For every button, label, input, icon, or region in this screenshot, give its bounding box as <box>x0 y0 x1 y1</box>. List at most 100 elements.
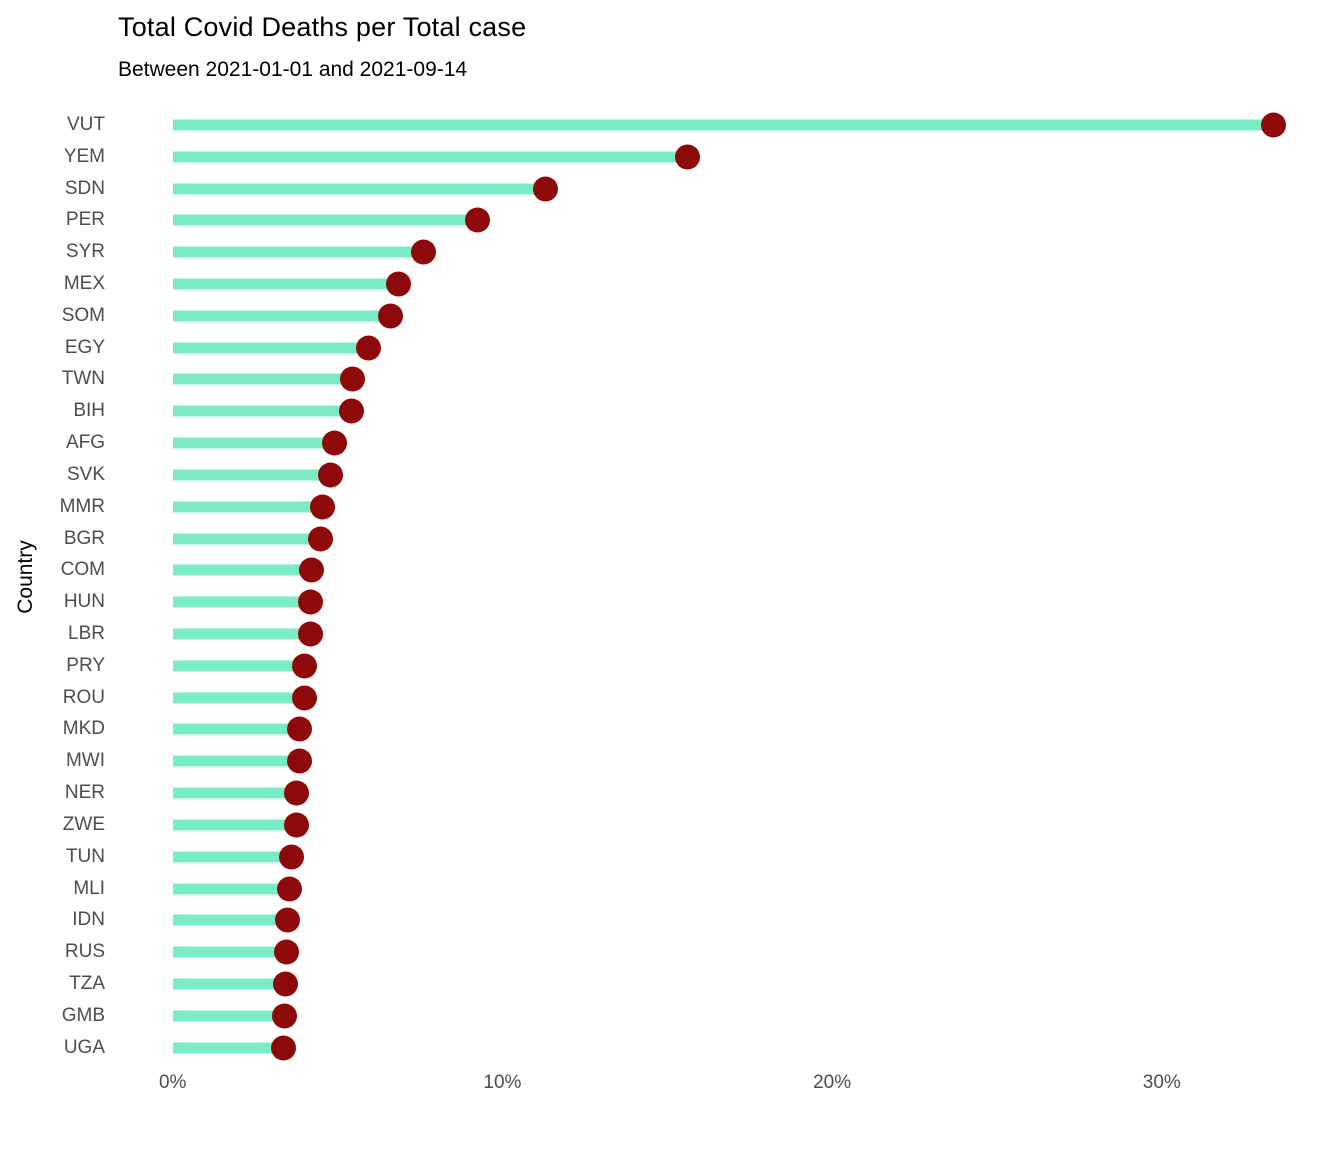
country-label: VUT <box>67 113 105 135</box>
dot <box>292 653 318 679</box>
country-label: PER <box>65 209 105 231</box>
chart-row: ZWE <box>0 809 1344 841</box>
chart-row: HUN <box>0 586 1344 618</box>
chart-row: YEM <box>0 141 1344 173</box>
bar <box>172 246 424 258</box>
chart-row: MMR <box>0 491 1344 523</box>
dot <box>338 398 364 424</box>
bar <box>172 1010 285 1022</box>
country-label: TUN <box>65 845 105 867</box>
bar <box>172 1042 284 1054</box>
chart-row: MWI <box>0 745 1344 777</box>
chart-row: TWN <box>0 364 1344 396</box>
dot <box>1261 112 1287 138</box>
dot <box>271 1003 297 1029</box>
bar <box>172 723 300 735</box>
dot <box>309 494 335 520</box>
x-tick-label: 30% <box>1142 1072 1181 1093</box>
dot <box>283 812 309 838</box>
dot <box>287 716 313 742</box>
plot-area: VUT YEM SDN PER SYR MEX SOM EGY TWN BIH AFG SVK MMR B… <box>0 109 1344 1064</box>
chart-row: SYR <box>0 236 1344 268</box>
x-tick-label: 0% <box>158 1072 187 1093</box>
chart-row: LBR <box>0 618 1344 650</box>
country-label: TZA <box>69 973 105 995</box>
bar <box>172 564 312 576</box>
dot <box>273 939 299 965</box>
dot <box>356 335 382 361</box>
country-label: MMR <box>59 495 105 517</box>
chart-row: PRY <box>0 650 1344 682</box>
country-label: GMB <box>61 1004 105 1026</box>
chart-row: SDN <box>0 173 1344 205</box>
country-label: LBR <box>68 623 105 645</box>
bar <box>172 501 323 513</box>
bar <box>172 183 546 195</box>
dot <box>277 876 303 902</box>
bar <box>172 342 369 354</box>
bar <box>172 819 297 831</box>
country-label: SYR <box>65 241 105 263</box>
bar <box>172 119 1274 131</box>
bar <box>172 278 399 290</box>
bar <box>172 310 391 322</box>
bar <box>172 755 300 767</box>
dot <box>674 144 700 170</box>
dot <box>322 430 348 456</box>
country-label: SDN <box>64 177 105 199</box>
bar <box>172 851 292 863</box>
x-tick-label: 10% <box>483 1072 522 1093</box>
dot <box>291 685 317 711</box>
dot <box>307 526 333 552</box>
chart-row: AFG <box>0 427 1344 459</box>
country-label: ZWE <box>62 813 105 835</box>
chart-row: NER <box>0 777 1344 809</box>
dot <box>465 207 491 233</box>
dot <box>339 366 365 392</box>
chart-row: BGR <box>0 523 1344 555</box>
bar <box>172 596 311 608</box>
chart-row: SOM <box>0 300 1344 332</box>
bar <box>172 660 305 672</box>
bar <box>172 978 286 990</box>
chart-title: Total Covid Deaths per Total case <box>118 12 527 42</box>
chart-row: EGY <box>0 332 1344 364</box>
dot <box>410 239 436 265</box>
country-label: SOM <box>61 304 105 326</box>
chart-row: PER <box>0 204 1344 236</box>
country-label: MWI <box>65 750 105 772</box>
dot <box>287 748 313 774</box>
chart-row: GMB <box>0 1000 1344 1032</box>
chart-row: MKD <box>0 714 1344 746</box>
bar <box>172 692 305 704</box>
country-label: NER <box>64 782 105 804</box>
x-axis: 0% 10% 20% 30% <box>0 1072 1344 1102</box>
bar <box>172 914 288 926</box>
country-label: MLI <box>73 877 105 899</box>
country-label: EGY <box>64 336 105 358</box>
chart-row: RUS <box>0 936 1344 968</box>
dot <box>386 271 412 297</box>
bar <box>172 883 290 895</box>
country-label: IDN <box>72 909 105 931</box>
dot <box>272 971 298 997</box>
bar <box>172 214 478 226</box>
country-label: YEM <box>63 145 105 167</box>
country-label: BIH <box>73 400 105 422</box>
chart-row: TUN <box>0 841 1344 873</box>
bar <box>172 533 321 545</box>
bar <box>172 437 335 449</box>
country-label: UGA <box>63 1036 105 1058</box>
bar <box>172 946 287 958</box>
dot <box>278 844 304 870</box>
chart-row: MEX <box>0 268 1344 300</box>
dot <box>318 462 344 488</box>
chart-row: VUT <box>0 109 1344 141</box>
chart-row: IDN <box>0 905 1344 937</box>
bar <box>172 628 311 640</box>
country-label: PRY <box>66 654 105 676</box>
chart-row: SVK <box>0 459 1344 491</box>
country-label: COM <box>60 559 105 581</box>
dot <box>298 621 323 647</box>
dot <box>377 303 403 329</box>
